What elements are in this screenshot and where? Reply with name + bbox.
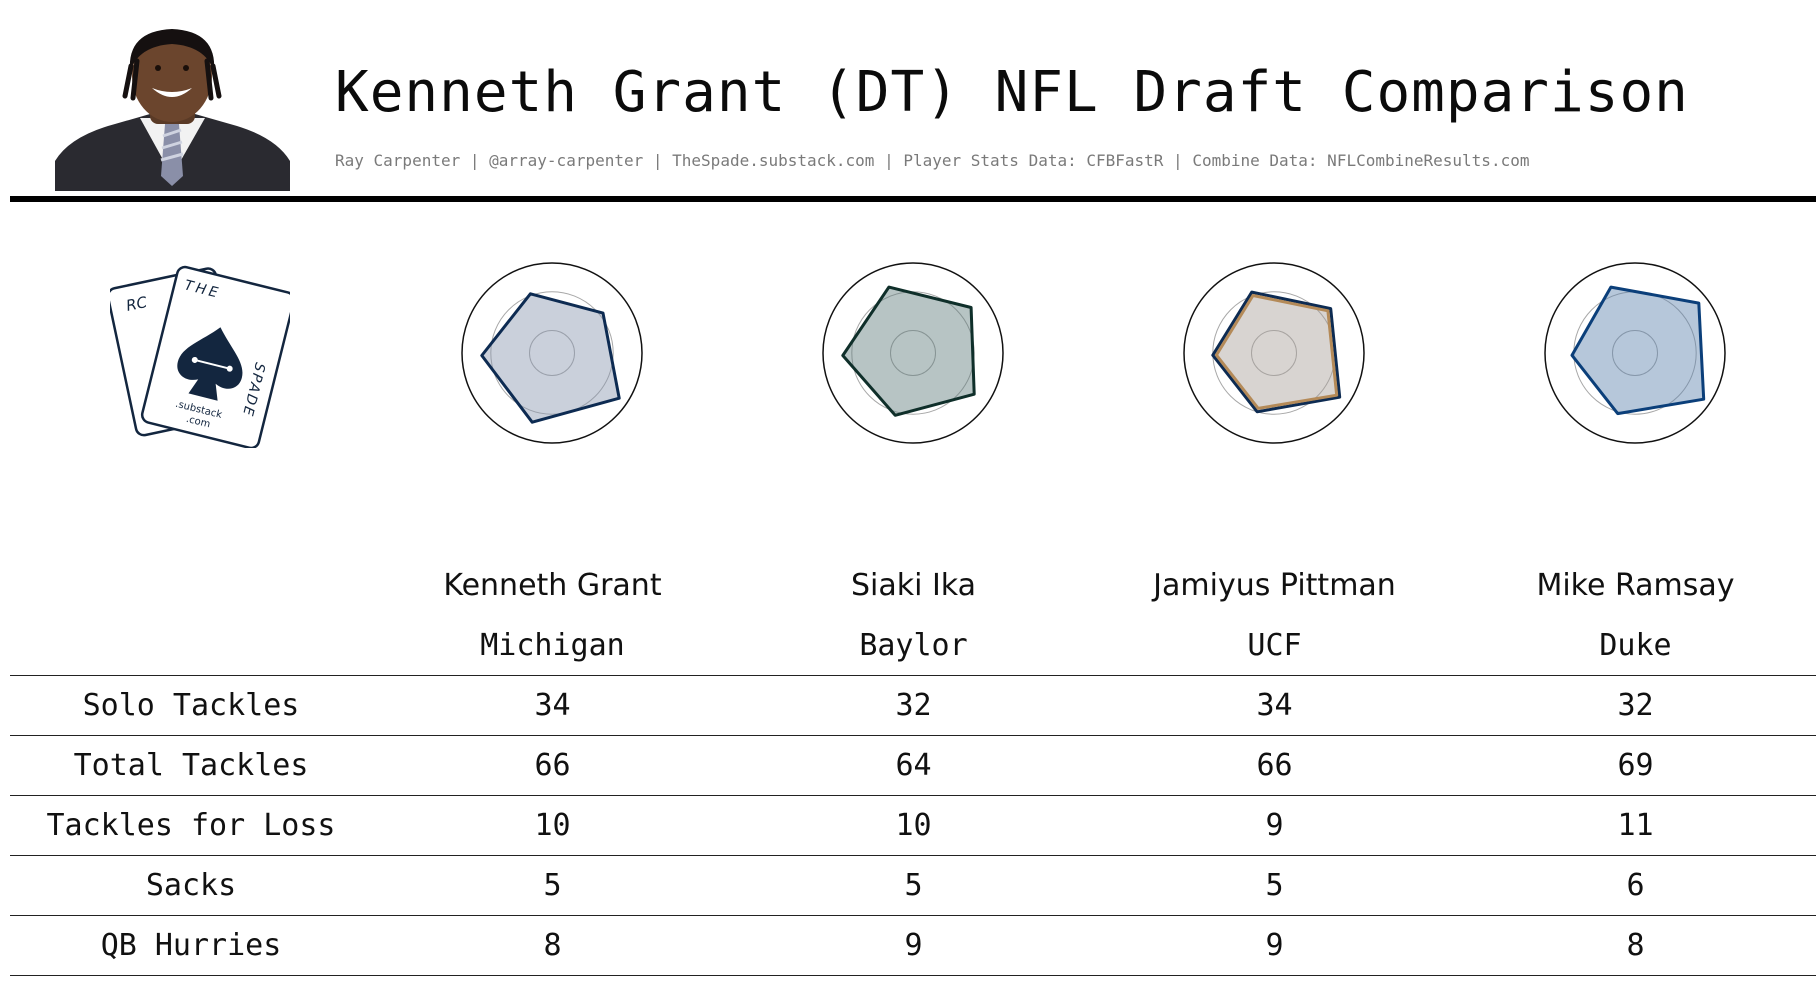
radar-grid-ring [1612, 330, 1658, 376]
stat-value: 32 [733, 675, 1094, 736]
radar-series-polygon [1211, 290, 1342, 414]
radar-outer-ring [461, 262, 643, 444]
player-name-cell: Siaki Ika [850, 567, 977, 603]
stat-value: 9 [1094, 915, 1455, 976]
table-row: Tackles for Loss 10 10 9 11 [10, 795, 1816, 856]
stat-value: 34 [372, 675, 733, 736]
logo-letters-left: RC [124, 293, 149, 315]
stat-value: 10 [733, 795, 1094, 856]
page-title: Kenneth Grant (DT) NFL Draft Comparison [335, 60, 1689, 125]
stats-table: Kenneth Grant Siaki Ika Jamiyus Pittman … [10, 555, 1816, 976]
school-cell: Duke [1599, 627, 1672, 663]
header-divider [10, 196, 1816, 202]
radar-grid-ring [890, 330, 936, 376]
stat-value: 5 [372, 855, 733, 916]
stat-label: Solo Tackles [10, 675, 372, 736]
header: Kenneth Grant (DT) NFL Draft Comparison … [0, 0, 1820, 205]
stat-value: 69 [1455, 735, 1816, 796]
page-subtitle: Ray Carpenter | @array-carpenter | TheSp… [335, 151, 1530, 170]
stat-value: 34 [1094, 675, 1455, 736]
radar-outer-ring [1544, 262, 1726, 444]
stat-label: Sacks [10, 855, 372, 916]
stat-value: 64 [733, 735, 1094, 796]
player-photo [55, 29, 290, 191]
radar-chart-jamiyus-pittman [1183, 262, 1365, 444]
player-name-cell: Mike Ramsay [1536, 567, 1735, 603]
stat-value: 11 [1455, 795, 1816, 856]
radar-series-polygon [480, 292, 621, 424]
radar-series-polygon [1570, 285, 1706, 416]
table-row: Total Tackles 66 64 66 69 [10, 735, 1816, 796]
school-cell: Baylor [859, 627, 968, 663]
stat-value: 10 [372, 795, 733, 856]
player-name-cell: Kenneth Grant [443, 567, 662, 603]
player-name-row: Kenneth Grant Siaki Ika Jamiyus Pittman … [10, 555, 1816, 615]
radar-chart-kenneth-grant [461, 262, 643, 444]
stat-value: 66 [372, 735, 733, 796]
stat-value: 6 [1455, 855, 1816, 916]
stat-value: 5 [1094, 855, 1455, 916]
school-cell: Michigan [480, 627, 625, 663]
school-cell: UCF [1247, 627, 1302, 663]
radar-series-polygon-inner [1214, 294, 1339, 410]
radar-chart-siaki-ika [822, 262, 1004, 444]
stat-value: 8 [1455, 915, 1816, 976]
stat-label: Tackles for Loss [10, 795, 372, 856]
stat-label: QB Hurries [10, 915, 372, 976]
radar-grid-ring [1251, 330, 1297, 376]
stat-value: 9 [1094, 795, 1455, 856]
stat-value: 5 [733, 855, 1094, 916]
stat-value: 8 [372, 915, 733, 976]
table-row: Solo Tackles 34 32 34 32 [10, 675, 1816, 736]
radar-series-polygon [841, 285, 976, 417]
school-row: Michigan Baylor UCF Duke [10, 615, 1816, 676]
spade-logo: RC THE SPADE .substack .com [110, 265, 290, 448]
player-name-cell: Jamiyus Pittman [1153, 567, 1396, 603]
stat-value: 32 [1455, 675, 1816, 736]
empty-header-cell [10, 555, 372, 615]
radar-chart-mike-ramsay [1544, 262, 1726, 444]
empty-header-cell [10, 615, 372, 676]
radar-grid-ring [490, 291, 614, 415]
stat-value: 9 [733, 915, 1094, 976]
table-row: Sacks 5 5 5 6 [10, 855, 1816, 916]
table-row: QB Hurries 8 9 9 8 [10, 915, 1816, 976]
stat-label: Total Tackles [10, 735, 372, 796]
stat-value: 66 [1094, 735, 1455, 796]
radar-grid-ring [529, 330, 575, 376]
